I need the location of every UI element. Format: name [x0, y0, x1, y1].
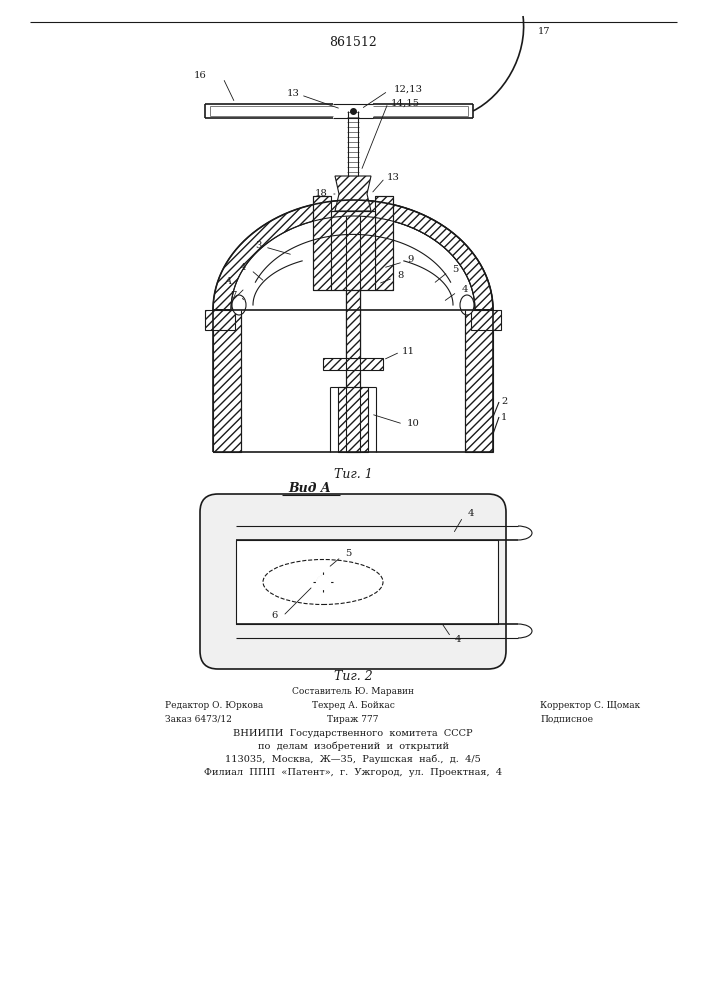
- Text: Вид A: Вид A: [288, 482, 332, 494]
- Text: Заказ 6473/12: Заказ 6473/12: [165, 715, 232, 724]
- Text: 5: 5: [452, 265, 458, 274]
- Polygon shape: [338, 387, 368, 452]
- Polygon shape: [352, 200, 493, 310]
- Text: 1: 1: [501, 412, 507, 422]
- Text: 5: 5: [345, 550, 351, 558]
- Text: 7: 7: [230, 292, 236, 300]
- Polygon shape: [205, 310, 235, 330]
- Text: Τиг. 2: Τиг. 2: [334, 670, 373, 682]
- Text: 6: 6: [272, 611, 278, 620]
- Text: Корректор С. Щомак: Корректор С. Щомак: [540, 701, 640, 710]
- Text: 4: 4: [240, 263, 246, 272]
- Text: 3: 3: [255, 240, 261, 249]
- Text: 18: 18: [315, 190, 327, 198]
- Text: Филиал  ППП  «Патент»,  г.  Ужгород,  ул.  Проектная,  4: Филиал ППП «Патент», г. Ужгород, ул. Про…: [204, 768, 502, 777]
- Text: 13: 13: [286, 89, 300, 98]
- Text: Подписное: Подписное: [540, 715, 593, 724]
- Polygon shape: [213, 310, 241, 452]
- Ellipse shape: [317, 576, 329, 588]
- Polygon shape: [346, 290, 360, 358]
- Text: 861512: 861512: [329, 35, 377, 48]
- Text: 4: 4: [462, 286, 468, 294]
- Text: Τиг. 1: Τиг. 1: [334, 468, 373, 481]
- Text: 13: 13: [387, 174, 399, 182]
- Text: 4: 4: [468, 510, 474, 518]
- Ellipse shape: [232, 295, 246, 315]
- Text: 113035,  Москва,  Ж—35,  Раушская  наб.,  д.  4/5: 113035, Москва, Ж—35, Раушская наб., д. …: [225, 754, 481, 764]
- Text: Техред А. Бойкас: Техред А. Бойкас: [312, 701, 395, 710]
- Text: 16: 16: [194, 72, 206, 81]
- Text: 9: 9: [408, 255, 414, 264]
- Text: Тираж 777: Тираж 777: [327, 715, 379, 724]
- Text: 17: 17: [538, 26, 551, 35]
- Text: по  делам  изобретений  и  открытий: по делам изобретений и открытий: [257, 742, 448, 751]
- Polygon shape: [213, 200, 352, 310]
- Bar: [236, 540, 498, 624]
- Text: 4: 4: [455, 636, 461, 645]
- Polygon shape: [346, 216, 360, 452]
- Polygon shape: [313, 196, 331, 290]
- Text: Редактор О. Юркова: Редактор О. Юркова: [165, 701, 263, 710]
- Polygon shape: [375, 196, 393, 290]
- Text: 14,15: 14,15: [390, 99, 419, 107]
- Polygon shape: [331, 211, 375, 290]
- Ellipse shape: [460, 295, 474, 315]
- Text: 2: 2: [501, 397, 507, 406]
- Text: 12,13: 12,13: [394, 85, 423, 94]
- Polygon shape: [465, 310, 493, 452]
- Text: 11: 11: [402, 348, 414, 357]
- Polygon shape: [352, 200, 493, 310]
- Text: ВНИИПИ  Государственного  комитета  СССР: ВНИИПИ Государственного комитета СССР: [233, 729, 473, 738]
- Text: 8: 8: [398, 271, 404, 280]
- Polygon shape: [335, 176, 371, 211]
- FancyBboxPatch shape: [200, 494, 506, 669]
- Text: 10: 10: [407, 420, 419, 428]
- Polygon shape: [323, 358, 383, 370]
- Text: A: A: [224, 277, 232, 286]
- Text: Составитель Ю. Маравин: Составитель Ю. Маравин: [292, 687, 414, 696]
- Polygon shape: [471, 310, 501, 330]
